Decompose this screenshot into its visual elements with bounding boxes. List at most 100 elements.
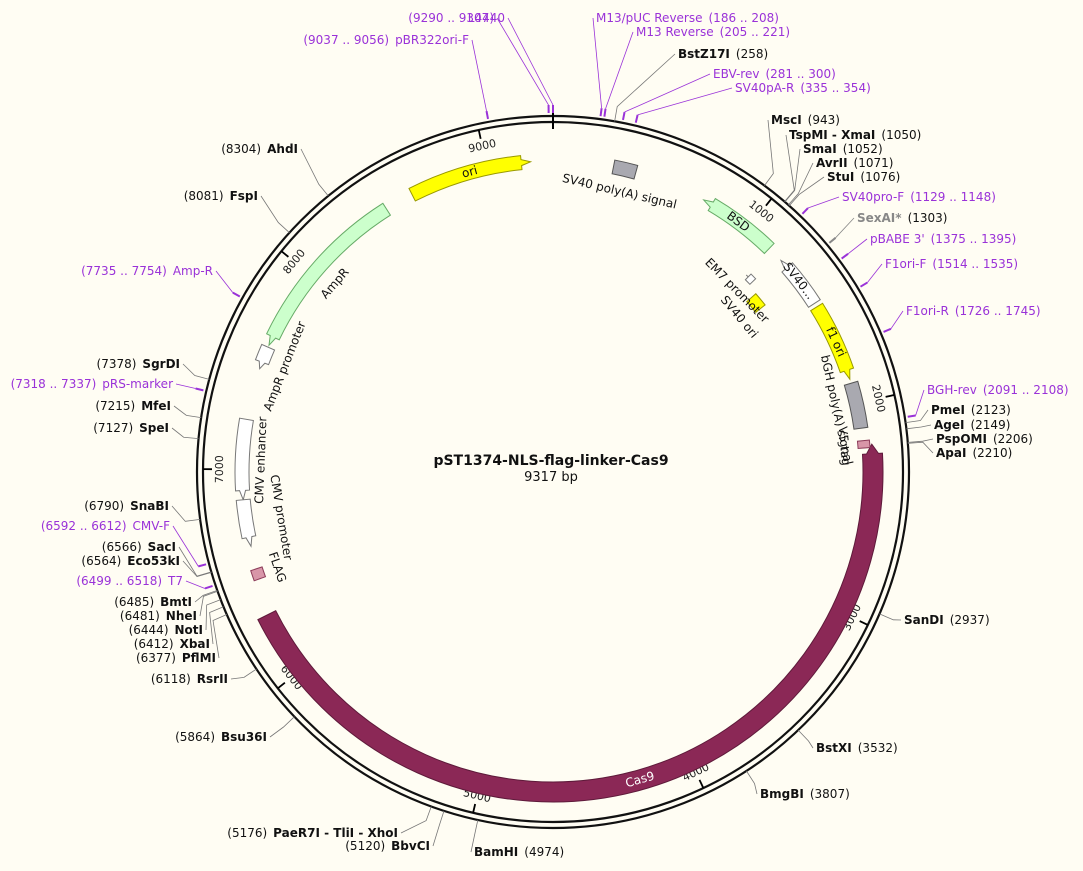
primer-leader-sv40pro-f [807,196,840,209]
primer-name-sv40pro-f: SV40pro-F [842,190,904,204]
site-pos-smai: (1052) [843,142,883,156]
feature-cmv-enhancer: CMV enhancer [234,416,269,504]
site-pos-pflmi: (6377) [136,651,176,665]
primer-leader-prs-marker [175,383,196,389]
site-pos-paer7i-tlii-xhoi: (5176) [227,826,267,840]
primer-pbr322ori-f: pBR322ori-F (9037 .. 9056) [303,33,489,120]
site-name-bamhi: BamHI [474,845,518,859]
primer-mark-sv40pa-r [634,114,639,123]
site-saci: SacI (6566) [102,540,212,577]
primer-leader-m13-puc-reverse [592,17,603,109]
primer-pbabe-3: pBABE 3' (1375 .. 1395) [841,232,1017,260]
primer-range-f1ori-r: (1726 .. 1745) [955,304,1041,318]
tick-mark-2000 [885,394,895,398]
site-pos-bbvci: (5120) [345,839,385,853]
feature-v5-tag: V5 tag [836,426,871,466]
primer-mark-sexai [828,237,837,244]
site-leader-apai [907,441,934,454]
primer-mark-f1ori-r [883,327,892,333]
primer-name-sv40pa-r: SV40pA-R [735,81,794,95]
site-name-bmgbi: BmgBI [760,787,804,801]
primer-range-pbr322ori-f: (9037 .. 9056) [303,33,389,47]
site-pspomi: PspOMI (2206) [907,432,1033,446]
plasmid-size: 9317 bp [524,470,578,485]
site-pos-nhei: (6481) [120,609,160,623]
primer-range-pbabe-3: (1375 .. 1395) [931,232,1017,246]
plasmid-title: pST1374-NLS-flag-linker-Cas9 [433,453,668,469]
site-avrii: AvrII (1071) [788,156,893,206]
primer-range-t7: (6499 .. 6518) [76,574,162,588]
primer-mark-sv40pro-f [801,207,809,215]
site-xbai: XbaI (6412) [134,606,224,651]
sv40-polya-shape [611,159,639,180]
site-name-bmti: BmtI [160,595,192,609]
site-stui: StuI (1076) [788,170,900,206]
primer-name-f1ori-f: F1ori-F [885,257,926,271]
site-name-saci: SacI [148,540,176,554]
site-name-bstxi: BstXI [816,741,852,755]
primer-sv40pro-f: SV40pro-F (1129 .. 1148) [801,190,996,215]
primer-name-f1ori-r: F1ori-R [906,304,949,318]
site-name-stui: StuI [827,170,854,184]
site-leader-msci [764,119,774,186]
tick-label-9000: 9000 [467,137,497,156]
tick-mark-6000 [277,682,286,689]
primer-mark-bgh-rev [907,414,916,418]
site-pos-fspi: (8081) [184,189,224,203]
site-name-msci: MscI [771,113,802,127]
feature-ori: ori [408,155,533,202]
restriction-sites: BstZ17I (258)MscI (943)TspMI - XmaI (1050)S… [81,47,1032,859]
flag-shape [250,566,267,582]
site-leader-bsu36i [269,716,295,738]
site-name-bsu36i: Bsu36I [221,730,267,744]
site-sgrdi: SgrDI (7378) [97,357,210,380]
site-leader-pmei [905,409,929,424]
primer-name-pbabe-3: pBABE 3' [870,232,925,246]
primer-leader-m13-reverse [605,31,634,109]
site-nhei: NheI (6481) [120,590,218,623]
cas9-shape [257,443,884,803]
site-noti: NotI (6444) [129,599,221,637]
site-sandi: SanDI (2937) [879,613,990,627]
site-snabi: SnaBI (6790) [84,499,201,522]
primer-range-ebv-rev: (281 .. 300) [765,67,835,81]
site-msci: MscI (943) [764,113,840,186]
site-leader-pspomi [907,438,934,443]
primer-mark-pbabe-3 [841,252,849,260]
site-bbvci: BbvCI (5120) [345,810,445,853]
site-name-tspmi-xmai: TspMI - XmaI [789,128,875,142]
primer-mark-amp-r [232,291,241,298]
feature-cas9: Cas9 [257,443,884,803]
primer-name-ebv-rev: EBV-rev [713,67,759,81]
site-leader-sgrdi [182,363,210,380]
primer-name-amp-r: Amp-R [173,264,213,278]
site-name-pspomi: PspOMI [936,432,987,446]
site-pmei: PmeI (2123) [905,403,1011,424]
plasmid-backbone [195,109,911,830]
ori-shape [408,155,533,202]
primer-range-bgh-rev: (2091 .. 2108) [983,383,1069,397]
cmv-promoter-shape [235,498,257,548]
site-leader-spei [171,427,199,440]
site-tspmi-xmai: TspMI - XmaI (1050) [784,128,921,202]
feature-sv40-promoter: SV40... [779,259,821,308]
feature-f1-ori: f1 ori [810,302,855,381]
primer-range-m13-reverse: (205 .. 221) [720,25,790,39]
site-pos-snabi: (6790) [84,499,124,513]
site-mfei: MfeI (7215) [95,399,202,419]
tick-label-8000: 8000 [280,247,308,277]
primer-leader-t7 [185,580,206,589]
site-pos-noti: (6444) [129,623,169,637]
primer-t7: T7 (6499 .. 6518) [76,574,213,590]
site-pos-mfei: (7215) [95,399,135,413]
site-bmgbi: BmgBI (3807) [746,770,850,801]
primer-range-m13-puc-reverse: (186 .. 208) [709,11,779,25]
primer-leader-pbr322ori-f [471,39,487,112]
f1-ori-shape [810,302,855,381]
site-pflmi: PflMI (6377) [136,614,227,665]
primer-amp-r: Amp-R (7735 .. 7754) [81,264,241,298]
site-leader-bstxi [797,729,814,749]
site-pos-pspomi: (2206) [993,432,1033,446]
primer-range-amp-r: (7735 .. 7754) [81,264,167,278]
site-name-apai: ApaI [936,446,966,460]
